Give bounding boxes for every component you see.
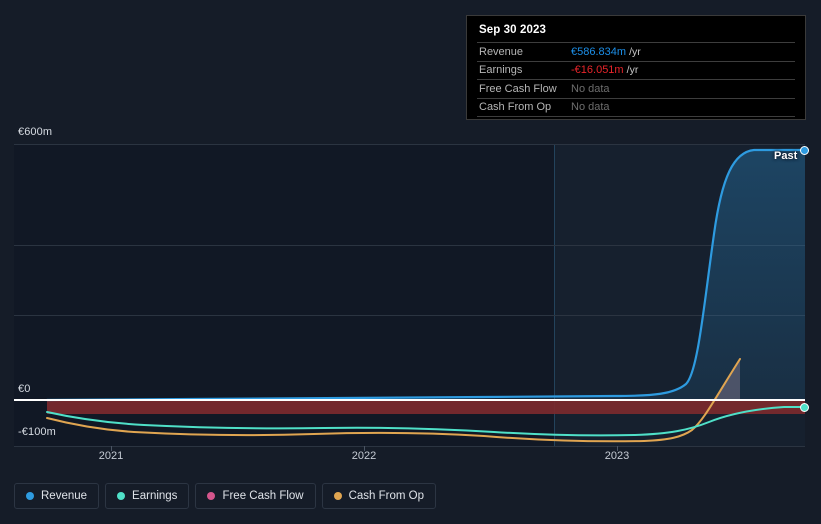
legend-label-free-cash-flow: Free Cash Flow [222,490,304,502]
cash-from-op-line [46,358,741,443]
x-axis-line [14,446,805,447]
earnings-end-marker[interactable] [800,403,809,412]
zero-baseline [14,399,805,401]
legend-item-revenue[interactable]: Revenue [14,483,100,509]
tooltip-value-cash-from-op: No data [571,101,610,114]
revenue-line [45,148,805,402]
chart-tooltip: Sep 30 2023 Revenue €586.834m /yr Earnin… [466,15,806,120]
legend-dot-icon-revenue [26,492,34,500]
legend-dot-icon-free-cash-flow [207,492,216,500]
x-axis-tick-2022 [364,446,365,451]
tooltip-label-cash-from-op: Cash From Op [479,101,552,114]
y-axis-label-zero: €0 [18,383,31,395]
legend-item-free-cash-flow[interactable]: Free Cash Flow [195,483,316,509]
tooltip-date: Sep 30 2023 [479,24,546,36]
tooltip-value-earnings-unit: /yr [626,64,639,77]
legend-label-revenue: Revenue [41,490,88,502]
y-axis-label-600m: €600m [18,126,53,138]
tooltip-row-revenue: Revenue €586.834m /yr [477,42,795,61]
x-axis-tick-2023 [617,446,618,451]
tooltip-value-earnings: -€16.051m /yr [571,64,638,76]
y-axis-label-minus100m: -€100m [18,426,56,438]
tooltip-row-free-cash-flow: Free Cash Flow No data [477,79,795,98]
legend-label-earnings: Earnings [132,490,178,502]
tooltip-label-revenue: Revenue [479,45,524,58]
past-annotation-label: Past [774,150,798,162]
series-svg [45,148,805,443]
legend-item-earnings[interactable]: Earnings [105,483,190,509]
legend-item-cash-from-op[interactable]: Cash From Op [321,483,437,509]
gridline-3 [14,315,805,316]
tooltip-value-free-cash-flow: No data [571,82,610,95]
x-axis-label-2023: 2023 [604,450,630,462]
tooltip-label-free-cash-flow: Free Cash Flow [479,82,557,95]
gridline-600m [14,144,805,145]
revenue-area [47,150,805,400]
gridline-2 [14,245,805,246]
legend-dot-icon-cash-from-op [333,492,342,500]
tooltip-label-earnings: Earnings [479,64,523,77]
earnings-line [46,406,805,437]
tooltip-row-cash-from-op: Cash From Op No data [477,97,795,117]
chart-legend: Revenue Earnings Free Cash Flow Cash Fro… [14,483,437,509]
legend-dot-icon-earnings [117,492,126,500]
x-axis-label-2021: 2021 [98,450,124,462]
tooltip-value-earnings-amount: -€16.051m [571,64,624,77]
tooltip-row-earnings: Earnings -€16.051m /yr [477,60,795,80]
tooltip-value-revenue-amount: €586.834m [571,45,627,58]
tooltip-value-revenue: €586.834m /yr [571,46,641,58]
free-cash-flow-area [47,400,805,414]
revenue-end-marker[interactable] [800,146,809,155]
x-axis-label-2022: 2022 [351,450,377,462]
legend-label-cash-from-op: Cash From Op [348,490,425,502]
tooltip-value-revenue-unit: /yr [629,45,641,58]
period-divider-line [554,144,555,447]
chart-plot-area[interactable]: Past [14,144,809,447]
x-axis-tick-2021 [111,446,112,451]
